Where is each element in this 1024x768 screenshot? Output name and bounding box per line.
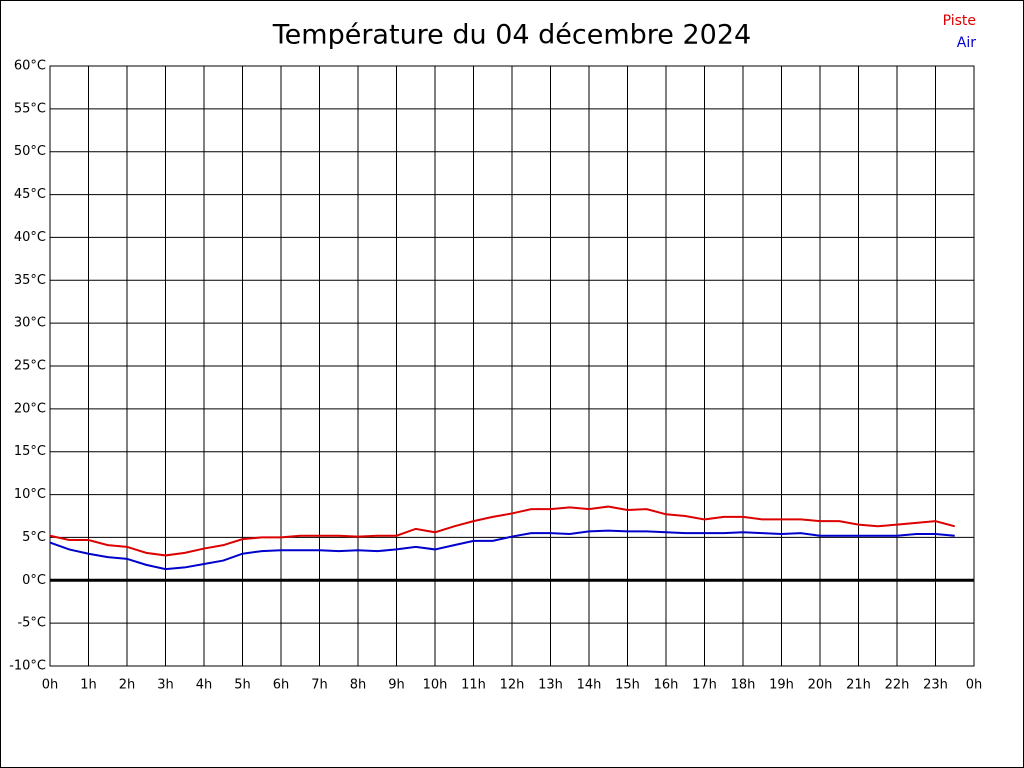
- x-tick-label: 5h: [234, 678, 251, 693]
- series-line: [49, 529, 955, 571]
- x-tick-label: 7h: [311, 678, 328, 693]
- y-tick-label: 55°C: [14, 101, 46, 116]
- x-tick-label: 0h: [42, 678, 59, 693]
- legend-entry: Air: [957, 35, 976, 51]
- x-tick-label: 15h: [615, 678, 640, 693]
- x-tick-label: 3h: [157, 678, 174, 693]
- x-tick-label: 2h: [119, 678, 136, 693]
- x-tick-label: 4h: [196, 678, 213, 693]
- y-tick-label: 0°C: [22, 573, 46, 588]
- x-tick-label: 16h: [654, 678, 679, 693]
- x-tick-label: 10h: [423, 678, 448, 693]
- y-tick-label: 35°C: [14, 273, 46, 288]
- x-tick-label: 23h: [923, 678, 948, 693]
- y-tick-label: 40°C: [14, 230, 46, 245]
- y-tick-label: -5°C: [17, 616, 46, 631]
- x-tick-label: 17h: [692, 678, 717, 693]
- x-tick-label: 14h: [577, 678, 602, 693]
- x-tick-label: 21h: [846, 678, 871, 693]
- x-tick-label: 6h: [273, 678, 290, 693]
- y-tick-label: 30°C: [14, 316, 46, 331]
- series-line: [49, 505, 956, 557]
- x-tick-label: 8h: [350, 678, 367, 693]
- x-tick-label: 20h: [808, 678, 833, 693]
- y-tick-label: -10°C: [9, 659, 46, 674]
- chart-title: Température du 04 décembre 2024: [272, 20, 751, 51]
- x-tick-label: 22h: [885, 678, 910, 693]
- y-tick-label: 60°C: [14, 59, 46, 74]
- y-tick-label: 25°C: [14, 359, 46, 374]
- x-tick-label: 11h: [461, 678, 486, 693]
- x-tick-label: 12h: [500, 678, 525, 693]
- x-tick-label: 9h: [388, 678, 405, 693]
- x-tick-label: 1h: [80, 678, 97, 693]
- legend-entry: Piste: [943, 13, 976, 29]
- x-tick-label: 13h: [538, 678, 563, 693]
- y-tick-label: 15°C: [14, 444, 46, 459]
- x-tick-label: 18h: [731, 678, 756, 693]
- x-tick-label: 0h: [966, 678, 983, 693]
- x-tick-label: 19h: [769, 678, 794, 693]
- y-tick-label: 45°C: [14, 187, 46, 202]
- y-tick-label: 20°C: [14, 401, 46, 416]
- y-tick-label: 5°C: [22, 530, 46, 545]
- y-tick-label: 10°C: [14, 487, 46, 502]
- y-tick-label: 50°C: [14, 144, 46, 159]
